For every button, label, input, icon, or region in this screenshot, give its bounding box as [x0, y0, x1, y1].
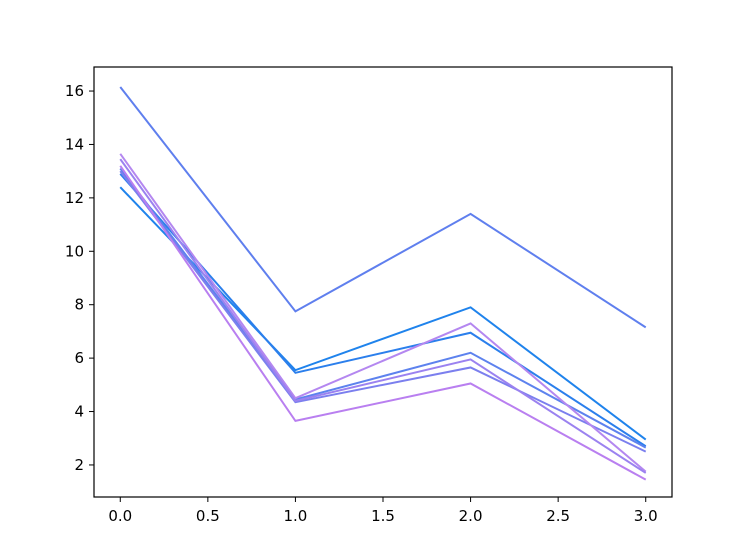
- x-axis: 0.0 0.5 1.0 1.5 2.0 2.5 3.0: [108, 497, 658, 525]
- series-line-8: [119, 165, 647, 481]
- plot-frame: [93, 66, 673, 498]
- y-tick-label: 12: [65, 189, 84, 207]
- x-tick-label: 0.0: [108, 507, 132, 525]
- series-line-5: [119, 170, 647, 453]
- x-tick-label: 2.0: [459, 507, 483, 525]
- y-axis: 2 4 6 8 10 12 14 16: [65, 82, 94, 474]
- y-tick-label: 10: [65, 242, 84, 260]
- series-line-4: [119, 167, 647, 449]
- x-tick-label: 1.0: [283, 507, 307, 525]
- x-tick-label: 2.5: [546, 507, 570, 525]
- x-tick-label: 1.5: [371, 507, 395, 525]
- x-tick-label: 0.5: [196, 507, 220, 525]
- x-tick-label: 3.0: [634, 507, 658, 525]
- series-line-7: [119, 158, 647, 474]
- y-tick-label: 4: [74, 403, 84, 421]
- y-tick-label: 8: [74, 296, 84, 314]
- series-line-1: [119, 86, 647, 329]
- y-tick-label: 16: [65, 82, 84, 100]
- series-line-6: [119, 153, 647, 473]
- y-tick-label: 2: [74, 456, 84, 474]
- series-layer: [119, 86, 647, 481]
- series-line-3: [119, 173, 647, 448]
- y-tick-label: 6: [74, 349, 84, 367]
- y-tick-label: 14: [65, 135, 84, 153]
